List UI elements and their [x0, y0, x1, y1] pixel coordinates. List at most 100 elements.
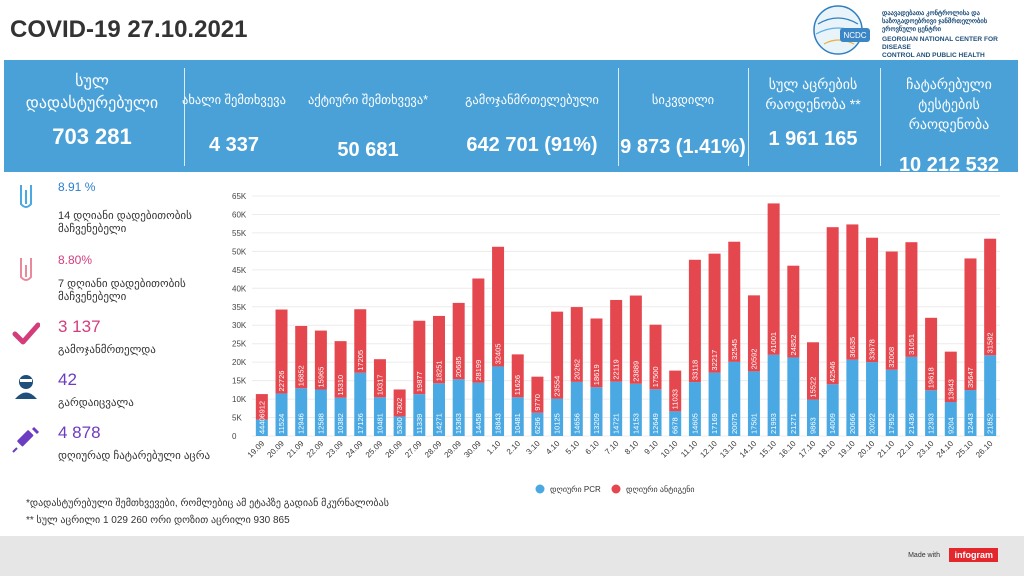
bar-antigen: [570, 307, 583, 382]
y-tick-label: 5K: [232, 414, 242, 423]
x-tick-label: 10.10: [659, 439, 680, 460]
bar-antigen: [295, 325, 308, 389]
bar-pcr: [531, 412, 544, 436]
bar-pcr: [295, 388, 308, 436]
data-label-pcr: 5300: [395, 417, 404, 434]
bar-antigen: [551, 311, 564, 399]
data-label-antigen: 18619: [592, 364, 601, 385]
data-label-pcr: 20666: [848, 413, 857, 434]
stat-recovered: გამოჯანმრთელებული 642 701 (91%): [444, 90, 620, 157]
data-label-pcr: 12393: [927, 413, 936, 434]
data-label-antigen: 22726: [277, 371, 286, 392]
syringe-icon: [12, 426, 40, 453]
x-tick-label: 24.09: [344, 439, 365, 460]
data-label-pcr: 14271: [435, 413, 444, 434]
bar-antigen: [472, 278, 485, 383]
x-tick-label: 14.10: [738, 439, 759, 460]
bar-pcr: [275, 393, 288, 436]
data-label-antigen: 16852: [297, 365, 306, 386]
ncdc-logo: NCDC დაავადებათა კონტროლისა და საზოგადოე…: [810, 4, 1020, 59]
x-tick-label: 22.10: [895, 439, 916, 460]
bar-antigen: [826, 227, 839, 385]
legend-pcr-label: დღიური PCR: [550, 485, 601, 494]
globe-icon: NCDC: [813, 5, 870, 55]
x-tick-label: 24.10: [935, 439, 956, 460]
bar-antigen: [767, 203, 780, 355]
stat-active: აქტიური შემთხვევა* 50 681: [294, 90, 442, 162]
x-tick-label: 6.10: [584, 439, 602, 457]
x-tick-label: 8.10: [623, 439, 641, 457]
bar-pcr: [255, 419, 268, 436]
data-label-antigen: 15965: [316, 367, 325, 388]
x-tick-label: 11.10: [679, 439, 699, 459]
x-tick-label: 23.09: [324, 439, 345, 460]
footnote-vaccines: ** სულ აცრილი 1 029 260 ორი დოზით აცრილი…: [26, 515, 290, 526]
legend-antigen-swatch: [611, 484, 621, 494]
bar-pcr: [787, 357, 800, 436]
data-label-pcr: 14009: [828, 413, 837, 434]
x-tick-label: 25.09: [364, 439, 385, 460]
x-tick-label: 26.10: [974, 439, 995, 460]
bar-antigen: [964, 258, 977, 391]
x-tick-label: 26.09: [384, 439, 405, 460]
x-tick-label: 15.10: [758, 439, 779, 460]
bar-antigen: [531, 376, 544, 413]
bar-antigen: [610, 299, 623, 382]
data-label-antigen: 23554: [553, 376, 562, 397]
bar-antigen: [255, 394, 268, 420]
bar-antigen: [275, 309, 288, 394]
x-tick-label: 12.10: [698, 439, 719, 460]
bar-antigen: [807, 342, 819, 400]
test-tube-icon: [20, 258, 32, 281]
data-label-pcr: 17169: [710, 413, 719, 434]
footnote-active: *დადასტურებული შემთხვევები, რომლებიც ამ …: [26, 498, 389, 509]
data-label-pcr: 10481: [375, 413, 384, 434]
data-label-antigen: 6912: [257, 401, 266, 418]
bar-antigen: [787, 265, 800, 358]
bar-pcr: [649, 389, 662, 436]
data-label-antigen: 15522: [809, 377, 818, 398]
stat-tests-value: 10 212 532: [898, 154, 1000, 176]
made-with-label: Made with: [908, 552, 940, 559]
x-tick-label: 3.10: [524, 439, 542, 457]
data-label-pcr: 14721: [612, 413, 621, 434]
bar-antigen: [866, 237, 879, 363]
bar-pcr: [472, 382, 485, 436]
data-label-antigen: 11033: [671, 389, 680, 409]
bar-antigen: [413, 320, 426, 395]
bar-antigen: [885, 251, 898, 370]
footer-bar: [0, 536, 1024, 576]
y-tick-label: 40K: [232, 284, 247, 293]
data-label-pcr: 11524: [277, 414, 286, 434]
data-label-pcr: 17501: [749, 413, 758, 434]
daily-tests-chart: 0 5K 10K 15K 20K 25K 30K 35K 40K 45K 50K 55K 60K 65K 4…: [232, 192, 1000, 494]
x-tick-label: 1.10: [485, 439, 503, 457]
stat-deaths: სიკვდილი 9 873 (1.41%): [618, 90, 748, 159]
data-label-antigen: 32545: [730, 339, 739, 360]
data-label-antigen: 32217: [710, 350, 719, 371]
bar-antigen: [492, 246, 505, 367]
bar-pcr: [452, 379, 465, 436]
bar-antigen: [688, 259, 701, 383]
x-tick-label: 21.10: [876, 439, 897, 460]
stat-confirmed-value: 703 281: [52, 124, 132, 149]
y-tick-label: 30K: [232, 321, 247, 330]
data-label-pcr: 6296: [533, 417, 542, 434]
bar-antigen: [354, 309, 367, 373]
bar-pcr: [511, 397, 524, 436]
y-tick-label: 0: [232, 432, 237, 441]
data-label-pcr: 13209: [592, 413, 601, 434]
legend-antigen-label: დღიური ანტიგენი: [626, 485, 695, 494]
bar-pcr: [905, 356, 918, 436]
data-label-pcr: 10481: [513, 413, 522, 434]
data-label-pcr: 12443: [966, 413, 975, 434]
infogram-link[interactable]: infogram: [949, 548, 998, 562]
data-label-pcr: 9863: [809, 417, 818, 434]
bar-pcr: [570, 381, 583, 436]
bar-antigen: [944, 351, 957, 403]
bar-antigen: [511, 354, 524, 398]
data-label-pcr: 14458: [474, 413, 483, 434]
bar-antigen: [649, 324, 662, 390]
bar-antigen: [452, 302, 465, 380]
data-label-antigen: 24852: [789, 335, 798, 356]
